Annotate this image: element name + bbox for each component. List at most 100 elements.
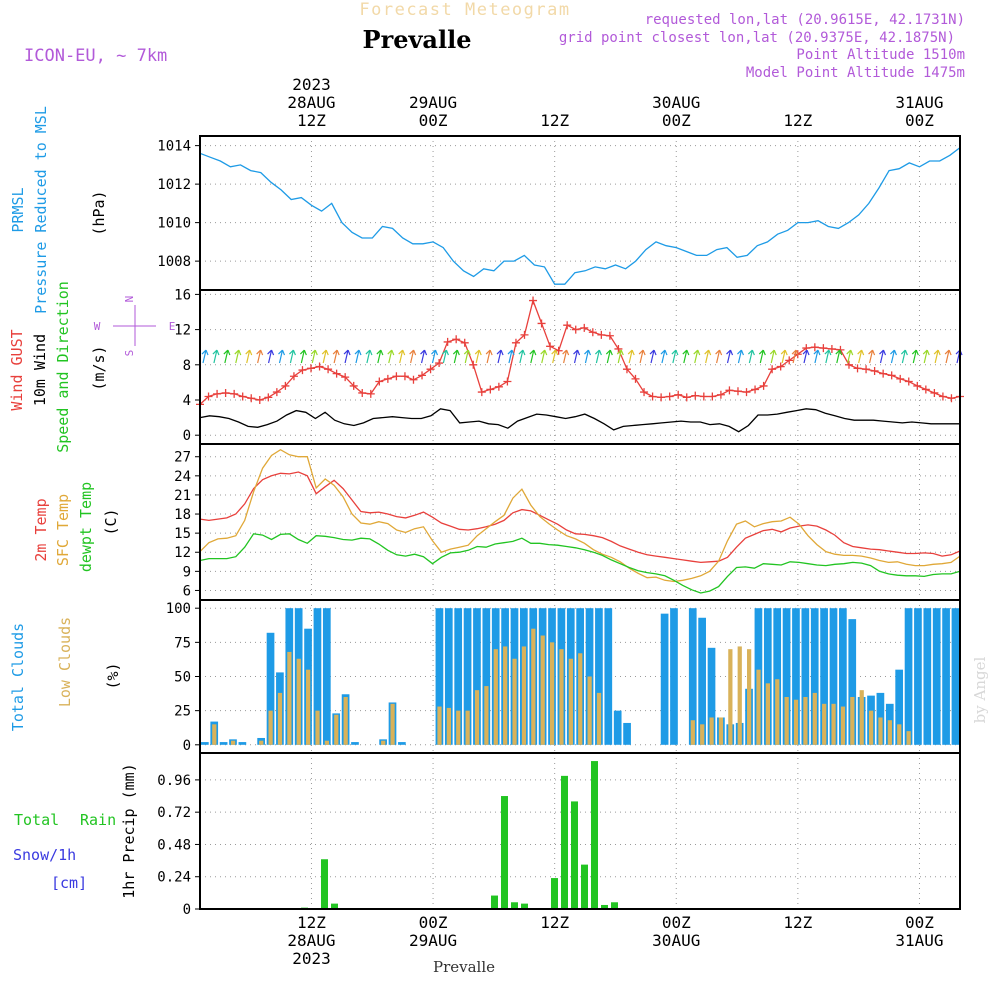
top-time-label-0-1: 28AUG bbox=[287, 93, 335, 112]
gust-marker-22 bbox=[383, 374, 392, 383]
gust-marker-13 bbox=[307, 364, 316, 373]
wind-arrow-45 bbox=[693, 349, 701, 364]
wind-arrow-38 bbox=[616, 349, 624, 364]
bottom-time-label-3-1: 30AUG bbox=[652, 931, 700, 950]
total-cloud-bar-78 bbox=[932, 608, 941, 745]
gust-marker-88 bbox=[947, 394, 956, 403]
low-cloud-bar-29 bbox=[474, 690, 480, 745]
wind-arrow-6 bbox=[267, 349, 275, 364]
low-cloud-bar-56 bbox=[728, 649, 733, 745]
total-cloud-bar-53 bbox=[698, 617, 706, 745]
total-cloud-bar-16 bbox=[351, 742, 359, 745]
ytick-label-2-5: 21 bbox=[174, 488, 191, 504]
low-cloud-bar-61 bbox=[775, 679, 780, 745]
wind-arrow-26 bbox=[485, 349, 493, 364]
total-cloud-bar-64 bbox=[801, 608, 810, 745]
wind-arrow-0 bbox=[201, 349, 209, 364]
gust-marker-82 bbox=[896, 374, 905, 383]
gust-marker-10 bbox=[281, 381, 290, 390]
low-cloud-bar-12 bbox=[315, 710, 320, 745]
total-cloud-bar-60 bbox=[763, 608, 772, 745]
total-cloud-bar-26 bbox=[444, 608, 453, 745]
gust-marker-40 bbox=[537, 319, 546, 328]
top-time-label-3-0: 30AUG bbox=[652, 93, 700, 112]
total-cloud-bar-77 bbox=[923, 608, 932, 745]
gust-marker-26 bbox=[418, 371, 427, 380]
ytick-label-1-0: 0 bbox=[183, 428, 191, 444]
gust-marker-8 bbox=[264, 393, 273, 402]
wind-label-10m: 10m Wind bbox=[31, 334, 49, 406]
wind-arrow-17 bbox=[387, 349, 395, 364]
total-cloud-bar-45 bbox=[623, 722, 631, 745]
point-altitude: Point Altitude 1510m bbox=[796, 47, 965, 63]
cloud-labels: Total Clouds Low Clouds (%) bbox=[9, 617, 122, 731]
wind-arrow-19 bbox=[409, 349, 417, 364]
gust-marker-16 bbox=[332, 369, 341, 378]
low-cloud-bar-70 bbox=[859, 690, 864, 745]
panel-frame-4 bbox=[199, 752, 961, 910]
series-line-sfc-temp bbox=[199, 448, 961, 583]
rain-bar-39 bbox=[591, 761, 598, 909]
rain-bar-37 bbox=[571, 801, 578, 909]
low-cloud-bar-15 bbox=[343, 696, 348, 745]
gust-marker-52 bbox=[640, 388, 649, 397]
wind-arrow-44 bbox=[682, 349, 690, 364]
low-cloud-bar-26 bbox=[446, 707, 451, 745]
location-title: Prevalle bbox=[363, 25, 472, 54]
wind-arrow-8 bbox=[288, 349, 296, 364]
top-time-label-5-0: 31AUG bbox=[895, 93, 943, 112]
gust-marker-68 bbox=[776, 362, 785, 371]
low-cloud-bar-65 bbox=[812, 692, 817, 745]
total-cloud-bar-52 bbox=[688, 608, 697, 745]
wind-label-gust: Wind GUST bbox=[8, 329, 26, 410]
low-cloud-bar-20 bbox=[390, 703, 395, 745]
gust-marker-37 bbox=[511, 338, 520, 347]
low-cloud-bar-33 bbox=[512, 658, 517, 745]
subtitle: Forecast Meteogram bbox=[359, 0, 570, 20]
rain-bar-38 bbox=[581, 864, 588, 909]
model-label: ICON-EU, ~ 7km bbox=[24, 46, 167, 66]
gust-marker-54 bbox=[657, 393, 666, 402]
gust-marker-79 bbox=[870, 366, 879, 375]
low-cloud-bar-34 bbox=[521, 646, 527, 745]
gust-marker-56 bbox=[674, 390, 683, 399]
gust-marker-69 bbox=[785, 356, 794, 365]
wind-arrow-42 bbox=[660, 349, 668, 364]
low-cloud-bar-74 bbox=[897, 724, 902, 745]
low-cloud-bar-53 bbox=[700, 724, 705, 745]
wind-arrow-39 bbox=[627, 349, 635, 364]
wind-arrow-37 bbox=[605, 349, 613, 364]
wind-arrow-28 bbox=[507, 349, 515, 364]
wind-arrow-67 bbox=[933, 349, 941, 364]
wind-arrow-32 bbox=[551, 349, 559, 364]
wind-arrow-5 bbox=[256, 349, 264, 364]
total-cloud-bar-63 bbox=[792, 608, 800, 745]
top-time-label-1-1: 00Z bbox=[419, 111, 448, 130]
low-cloud-bar-27 bbox=[456, 710, 461, 745]
gust-marker-9 bbox=[272, 388, 281, 397]
gust-marker-67 bbox=[768, 365, 777, 374]
gust-marker-34 bbox=[486, 385, 495, 394]
low-cloud-bar-58 bbox=[747, 649, 752, 745]
total-cloud-bar-0 bbox=[201, 742, 209, 745]
low-cloud-bar-69 bbox=[850, 696, 855, 745]
gust-marker-58 bbox=[691, 391, 700, 400]
gust-marker-1 bbox=[204, 392, 213, 401]
total-cloud-bar-61 bbox=[773, 608, 782, 745]
ytick-label-4-0: 0 bbox=[183, 902, 191, 918]
low-cloud-bar-52 bbox=[690, 720, 695, 745]
ytick-label-0-1: 1010 bbox=[157, 216, 191, 232]
ytick-label-2-3: 15 bbox=[174, 526, 191, 542]
bottom-time-label-0-2: 2023 bbox=[292, 949, 331, 968]
gust-marker-53 bbox=[648, 392, 657, 401]
gridpoint-coords: grid point closest lon,lat (20.9375E, 42… bbox=[559, 30, 955, 46]
bottom-time-label-1-0: 00Z bbox=[419, 913, 448, 932]
wind-arrow-13 bbox=[343, 349, 351, 364]
precip-label-rain: Rain bbox=[80, 811, 116, 829]
gust-marker-36 bbox=[503, 377, 512, 386]
total-cloud-bar-65 bbox=[810, 608, 819, 745]
gust-marker-31 bbox=[460, 338, 469, 347]
total-cloud-bar-80 bbox=[951, 608, 960, 745]
ytick-label-0-2: 1012 bbox=[157, 177, 191, 193]
